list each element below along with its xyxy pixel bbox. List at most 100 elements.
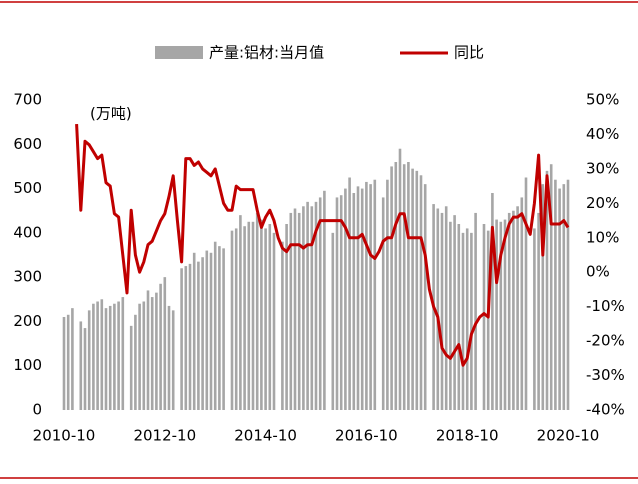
bar — [268, 224, 272, 410]
bar — [318, 197, 322, 410]
y2-tick-label: -10% — [586, 297, 625, 315]
y2-tick-label: 20% — [586, 194, 619, 212]
bar — [465, 228, 469, 410]
bar — [104, 308, 108, 410]
bar — [381, 197, 385, 410]
bar — [360, 188, 364, 410]
bar — [486, 230, 490, 410]
bar — [369, 184, 372, 410]
bar — [197, 261, 200, 410]
bar — [566, 179, 570, 410]
bar — [155, 292, 158, 410]
bar — [184, 266, 188, 410]
bar — [331, 232, 335, 410]
bar — [386, 179, 389, 410]
bar — [444, 206, 448, 410]
bar — [289, 212, 293, 410]
bar — [96, 301, 99, 410]
bar — [243, 226, 246, 410]
bar — [554, 179, 557, 410]
bar — [470, 232, 473, 410]
bar — [234, 228, 238, 410]
bar — [533, 228, 536, 410]
bar — [121, 297, 125, 410]
y2-tick-label: 50% — [586, 91, 619, 109]
bar — [71, 308, 74, 410]
bar — [285, 224, 288, 410]
bar — [167, 305, 171, 410]
y-tick-label: 400 — [13, 223, 42, 241]
bar — [188, 263, 192, 410]
bar — [272, 232, 276, 410]
y2-tick-label: 30% — [586, 159, 619, 177]
bar — [348, 177, 351, 410]
bar — [516, 206, 519, 410]
bar — [495, 219, 498, 410]
x-tick-label: 2012-10 — [133, 427, 196, 445]
bar — [512, 210, 515, 410]
x-tick-label: 2010-10 — [33, 427, 96, 445]
bar — [306, 201, 309, 410]
bar — [218, 246, 221, 410]
bar — [171, 310, 175, 410]
legend-label: 产量:铝材:当月值 — [209, 44, 324, 62]
y-tick-label: 700 — [13, 91, 42, 109]
bar — [453, 215, 456, 410]
y-tick-label: 100 — [13, 356, 42, 374]
bar — [335, 197, 339, 410]
bar — [549, 164, 553, 410]
bar — [356, 186, 360, 410]
bar — [87, 310, 91, 410]
bar — [150, 297, 154, 410]
bar — [293, 208, 297, 410]
bar — [398, 148, 402, 410]
bar — [159, 283, 162, 410]
bar — [79, 321, 83, 410]
y2-tick-label: -30% — [586, 366, 625, 384]
bar — [407, 162, 410, 410]
bar — [138, 303, 141, 410]
x-tick-label: 2020-10 — [537, 427, 600, 445]
y2-tick-label: -20% — [586, 332, 625, 350]
bar — [180, 268, 183, 410]
bar — [457, 224, 461, 410]
bar — [373, 179, 377, 410]
x-tick-label: 2018-10 — [436, 427, 499, 445]
bar — [562, 184, 566, 410]
bar — [558, 188, 561, 410]
bar — [323, 190, 326, 410]
bar — [419, 175, 423, 410]
bar — [129, 325, 133, 410]
bar — [100, 299, 104, 410]
bar — [402, 164, 406, 410]
bar — [201, 257, 204, 410]
bar — [520, 197, 524, 410]
bar — [247, 221, 251, 410]
bar — [163, 277, 167, 410]
bar — [205, 250, 209, 410]
bar — [251, 221, 255, 410]
bar — [117, 301, 120, 410]
bar — [230, 230, 234, 410]
unit-annotation: (万吨) — [90, 105, 132, 123]
bar — [146, 290, 150, 410]
bar — [449, 221, 452, 410]
bar — [209, 252, 213, 410]
bar — [482, 224, 486, 410]
x-tick-label: 2016-10 — [335, 427, 398, 445]
legend-label: 同比 — [454, 44, 484, 62]
bar — [314, 201, 318, 410]
bar — [92, 303, 95, 410]
y2-tick-label: 10% — [586, 228, 619, 246]
bar — [281, 241, 284, 410]
bar — [491, 193, 494, 410]
bar — [83, 328, 87, 410]
bar — [264, 228, 267, 410]
y-tick-label: 0 — [32, 401, 42, 419]
bar — [142, 301, 146, 410]
bar — [310, 206, 314, 410]
bar — [339, 195, 343, 410]
bar — [394, 162, 398, 410]
bar — [440, 212, 444, 410]
